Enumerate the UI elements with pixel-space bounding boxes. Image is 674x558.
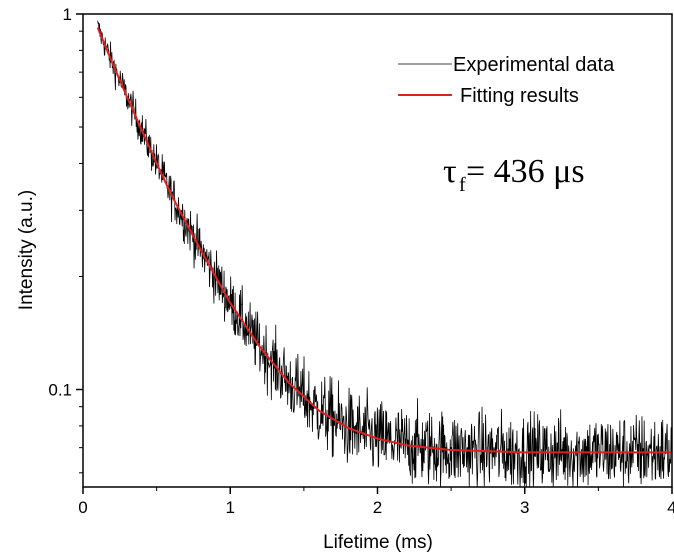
x-tick-label-3: 3 [520,498,529,517]
annotation-value: = 436 μs [466,153,585,190]
x-axis: 0 1 2 3 4 [78,487,674,517]
experimental-data-line [97,20,673,488]
annotation-symbol: τ [443,153,457,190]
y-axis: 10.1 [48,5,83,474]
x-tick-label-4: 4 [667,498,674,517]
experimental-data-series [97,20,673,488]
y-axis-label: Intensity (a.u.) [16,190,37,310]
annotation-subscript: f [459,174,466,196]
x-tick-label-0: 0 [78,498,87,517]
lifetime-annotation: τ f = 436 μs [443,153,585,196]
fitting-results-series [96,27,672,454]
x-tick-label-1: 1 [226,498,235,517]
x-tick-label-2: 2 [373,498,382,517]
legend-label-experimental: Experimental data [453,54,615,76]
x-axis-label: Lifetime (ms) [323,532,433,553]
y-tick-label-1: 0.1 [48,381,72,400]
legend-label-fit: Fitting results [460,85,579,107]
y-tick-label-0: 1 [63,5,72,24]
legend: Experimental data Fitting results [398,54,615,107]
